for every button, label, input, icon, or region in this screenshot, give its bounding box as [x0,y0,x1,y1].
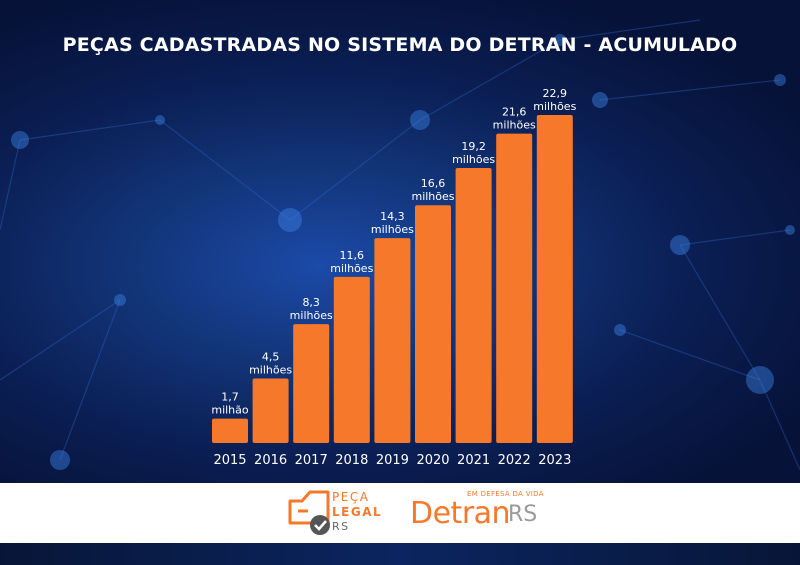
x-tick-2017: 2017 [295,453,328,468]
x-tick-2020: 2020 [416,453,449,468]
x-tick-2022: 2022 [498,453,531,468]
peca-legal-line3: RS [332,520,350,533]
chart-title: PEÇAS CADASTRADAS NO SISTEMA DO DETRAN -… [62,34,738,56]
value-label-2023: 22,9 [543,87,568,100]
bar-2020 [415,205,451,443]
x-tick-2021: 2021 [457,453,490,468]
unit-label-2023: milhões [533,100,576,113]
x-tick-2015: 2015 [213,453,246,468]
value-label-2016: 4,5 [262,351,280,364]
peca-legal-line2: LEGAL [332,505,383,519]
bar-2021 [455,167,492,443]
bottom-strip [0,543,800,565]
bar-2017 [293,324,330,443]
bar-2018 [333,276,370,443]
bar-2023 [536,115,573,443]
unit-label-2020: milhões [411,190,454,203]
unit-label-2016: milhões [249,364,292,377]
bar-2015 [212,418,248,443]
peca-legal-logo [288,490,330,535]
value-label-2017: 8,3 [302,296,320,309]
detran-suffix: RS [508,502,538,527]
value-label-2018: 11,6 [340,249,365,262]
unit-label-2021: milhões [452,153,495,166]
x-axis-ticks: 2015 2016 2017 2018 2019 2020 2021 2022 2023 [213,453,571,468]
bar-2016 [252,378,289,443]
bar-2022 [496,133,533,443]
x-tick-2019: 2019 [376,453,409,468]
x-tick-2016: 2016 [254,453,287,468]
peca-legal-line1: PEÇA [332,490,370,504]
value-label-2022: 21,6 [502,106,527,119]
bar-chart: 1,7milhão4,5milhões8,3milhões11,6milhões… [211,87,576,468]
network-background [0,19,800,471]
x-tick-2018: 2018 [335,453,368,468]
bar-2019 [374,238,411,443]
bars-group [212,115,573,443]
detran-name: Detran [410,496,511,531]
chart-banner: PEÇAS CADASTRADAS NO SISTEMA DO DETRAN -… [0,0,800,483]
footer-logos: PEÇA LEGAL RS EM DEFESA DA VIDA Detran R… [0,483,800,543]
unit-label-2019: milhões [371,223,414,236]
value-label-2020: 16,6 [421,177,446,190]
unit-label-2022: milhões [493,119,536,132]
value-labels-group: 1,7milhão4,5milhões8,3milhões11,6milhões… [211,87,576,417]
value-label-2021: 19,2 [461,140,486,153]
detran-tagline: EM DEFESA DA VIDA [467,490,544,498]
value-label-2019: 14,3 [380,210,405,223]
unit-label-2017: milhões [290,309,333,322]
x-tick-2023: 2023 [538,453,571,468]
unit-label-2018: milhões [330,262,373,275]
unit-label-2015: milhão [211,404,249,417]
value-label-2015: 1,7 [221,391,239,404]
